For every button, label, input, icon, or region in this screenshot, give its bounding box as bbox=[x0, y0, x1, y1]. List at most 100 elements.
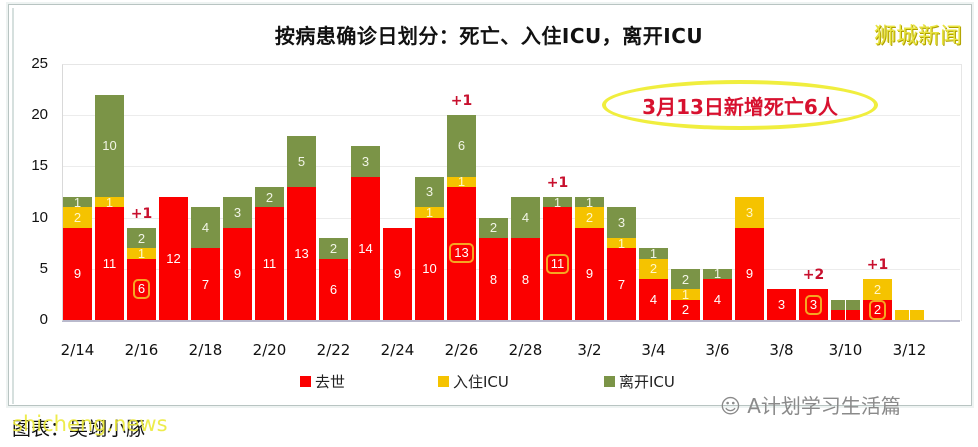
bar-segment-icu-out: 2 bbox=[127, 227, 156, 249]
bar-segment-icu-out: 1 bbox=[703, 266, 732, 281]
x-tick-label: 3/4 bbox=[641, 341, 666, 359]
x-tick-label: 3/8 bbox=[769, 341, 794, 359]
bar-segment-icu-in bbox=[910, 309, 924, 320]
x-tick-label: 3/10 bbox=[828, 341, 863, 359]
circled-value: 6 bbox=[132, 279, 151, 300]
circled-value: 13 bbox=[449, 243, 474, 264]
bar-segment-deaths: 4 bbox=[703, 279, 732, 320]
bar-segment-icu-out: 6 bbox=[447, 115, 476, 177]
bar-segment-icu-in: 1 bbox=[95, 195, 124, 210]
bar-segment-deaths: 13 bbox=[447, 186, 476, 320]
chart-inner-border bbox=[12, 8, 974, 404]
x-tick-label: 2/16 bbox=[124, 341, 159, 359]
bar-segment-deaths: 12 bbox=[159, 197, 188, 320]
legend-label: 入住ICU bbox=[453, 373, 509, 391]
bar-segment-icu-out: 3 bbox=[351, 145, 380, 177]
bar-segment-icu-out: 2 bbox=[671, 268, 700, 290]
bar-segment-deaths: 2 bbox=[671, 299, 700, 320]
bar-segment-icu-out: 1 bbox=[639, 246, 668, 261]
y-tick-label: 25 bbox=[31, 55, 48, 72]
bar-segment-icu-out: 2 bbox=[319, 238, 348, 259]
bar-segment-deaths bbox=[831, 309, 845, 320]
circled-value: 2 bbox=[868, 299, 887, 320]
new-deaths-annotation: +1 bbox=[130, 205, 153, 222]
bar-segment-deaths: 9 bbox=[223, 227, 252, 320]
bar-segment-icu-out bbox=[831, 299, 845, 310]
bar-segment-icu-out: 10 bbox=[95, 94, 124, 198]
new-deaths-annotation: +2 bbox=[802, 267, 825, 284]
y-tick-label: 0 bbox=[39, 311, 48, 328]
legend-label: 去世 bbox=[315, 373, 346, 391]
bar-segment-icu-out: 1 bbox=[575, 195, 604, 210]
legend-item: 离开ICU bbox=[604, 371, 675, 392]
y-tick-label: 20 bbox=[31, 106, 48, 124]
x-tick-label: 2/28 bbox=[508, 341, 543, 359]
bar-segment-deaths: 11 bbox=[95, 207, 124, 320]
bar-segment-icu-in: 1 bbox=[447, 174, 476, 189]
bar-segment-icu-out: 3 bbox=[607, 207, 636, 239]
bar-segment-deaths: 9 bbox=[735, 227, 764, 320]
bar-segment-icu-out bbox=[846, 299, 860, 310]
x-axis-line bbox=[62, 320, 960, 322]
bar-segment-icu-out: 4 bbox=[511, 197, 540, 239]
bar-segment-icu-in: 2 bbox=[863, 279, 892, 300]
x-tick-label: 2/22 bbox=[316, 341, 351, 359]
bar-segment-deaths: 3 bbox=[799, 289, 828, 320]
bar-segment-icu-out: 1 bbox=[63, 195, 92, 210]
bar-segment-icu-in: 2 bbox=[63, 207, 92, 228]
x-tick-label: 2/24 bbox=[380, 341, 415, 359]
legend-swatch bbox=[300, 376, 311, 387]
bar-segment-icu-out: 5 bbox=[287, 135, 316, 187]
x-tick-label: 2/20 bbox=[252, 341, 287, 359]
gridline bbox=[62, 166, 960, 168]
bar-segment-deaths: 11 bbox=[543, 207, 572, 320]
y-tick-label: 5 bbox=[39, 259, 48, 277]
x-tick-label: 2/18 bbox=[188, 341, 223, 359]
bar-segment-icu-in bbox=[895, 309, 909, 320]
new-deaths-annotation: +1 bbox=[450, 93, 473, 110]
circled-value: 11 bbox=[545, 253, 570, 274]
bar-segment-icu-out: 2 bbox=[479, 217, 508, 239]
plot-area bbox=[62, 64, 962, 321]
x-tick-label: 3/2 bbox=[577, 341, 602, 359]
x-tick-label: 2/14 bbox=[60, 341, 95, 359]
bar-segment-icu-out: 4 bbox=[191, 207, 220, 249]
bar-segment-deaths: 14 bbox=[351, 176, 380, 320]
x-tick-label: 3/12 bbox=[892, 341, 927, 359]
bar-segment-deaths: 6 bbox=[319, 258, 348, 320]
watermark-wechat: ☺ A计划学习生活篇 bbox=[720, 390, 901, 419]
bar-segment-deaths: 7 bbox=[607, 248, 636, 320]
bar-segment-deaths: 2 bbox=[863, 299, 892, 320]
bar-segment-icu-in: 3 bbox=[735, 197, 764, 228]
bar-segment-icu-in: 1 bbox=[127, 246, 156, 261]
bar-segment-deaths: 10 bbox=[415, 217, 444, 320]
bar-segment-deaths: 8 bbox=[479, 238, 508, 320]
credit-text: 图表：吴翊小豚 bbox=[12, 418, 146, 440]
bar-segment-icu-out: 2 bbox=[255, 186, 284, 208]
x-tick-label: 2/26 bbox=[444, 341, 479, 359]
x-tick-label: 3/6 bbox=[705, 341, 730, 359]
bar-segment-deaths: 11 bbox=[255, 207, 284, 320]
bar-segment-deaths: 9 bbox=[383, 227, 412, 320]
y-tick-label: 10 bbox=[31, 208, 48, 226]
circled-value: 3 bbox=[804, 294, 823, 315]
bar-segment-icu-out: 3 bbox=[223, 197, 252, 228]
watermark-en: shicheng.news bbox=[12, 412, 168, 436]
bar-segment-icu-in: 2 bbox=[639, 258, 668, 280]
bar-segment-icu-in: 2 bbox=[575, 207, 604, 228]
bar-segment-icu-out: 3 bbox=[415, 176, 444, 208]
wechat-icon: ☺ bbox=[720, 394, 748, 418]
new-deaths-annotation: +1 bbox=[546, 175, 569, 192]
bar-segment-deaths: 3 bbox=[767, 289, 796, 320]
bar-segment-deaths: 9 bbox=[575, 227, 604, 320]
brand-logo: 狮城新闻 bbox=[873, 24, 962, 49]
gridline bbox=[62, 115, 960, 117]
legend-item: 去世 bbox=[300, 371, 345, 392]
bar-segment-deaths: 8 bbox=[511, 238, 540, 320]
legend-swatch bbox=[438, 376, 449, 387]
bar-segment-deaths: 6 bbox=[127, 258, 156, 320]
bar-segment-icu-in: 1 bbox=[607, 236, 636, 251]
bar-segment-icu-in: 1 bbox=[415, 205, 444, 220]
new-deaths-annotation: +1 bbox=[866, 257, 889, 274]
bar-segment-deaths: 13 bbox=[287, 186, 316, 320]
